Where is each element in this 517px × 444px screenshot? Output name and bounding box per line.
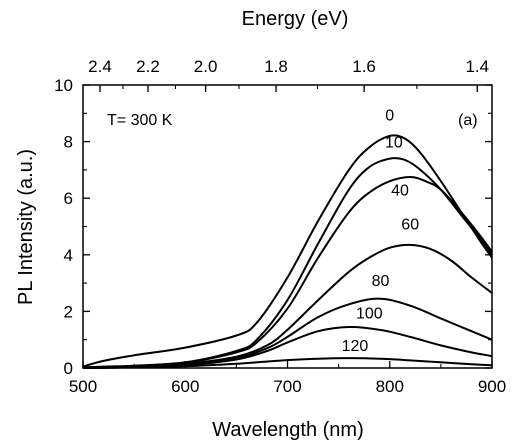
- top-tick-label: 2.0: [194, 57, 218, 76]
- y-tick-label: 8: [64, 133, 73, 152]
- top-tick-label: 1.8: [264, 57, 288, 76]
- y-tick-label: 0: [64, 359, 73, 378]
- series-line-0: [82, 134, 493, 368]
- series-label: 100: [356, 305, 383, 322]
- y-tick-label: 10: [54, 76, 73, 95]
- series-label: 120: [342, 338, 369, 355]
- top-tick-label: 1.6: [352, 57, 376, 76]
- y-tick-label: 4: [64, 246, 73, 265]
- series-label: 10: [385, 134, 403, 151]
- series-label: 60: [401, 216, 419, 233]
- top-tick-label: 1.4: [465, 57, 489, 76]
- top-ticks: 2.4 2.2 2.0 1.8 1.6 1.4: [88, 57, 489, 92]
- y-tick-label: 2: [64, 302, 73, 321]
- x-tick-label: 500: [69, 377, 97, 396]
- series-label: 0: [385, 107, 394, 124]
- temperature-annotation: T= 300 K: [107, 112, 173, 129]
- top-tick-label: 2.2: [136, 57, 160, 76]
- x-tick-label: 600: [171, 377, 199, 396]
- series-line-100: [82, 325, 493, 369]
- series-line-40: [82, 176, 493, 369]
- y-tick-label: 6: [64, 189, 73, 208]
- panel-label: (a): [458, 112, 478, 129]
- x-tick-label: 700: [273, 377, 301, 396]
- top-axis-title: Energy (eV): [242, 8, 349, 30]
- series-line-60: [82, 243, 493, 369]
- series-layer: [82, 134, 493, 369]
- x-tick-label: 900: [478, 377, 506, 396]
- x-axis-title: Wavelength (nm): [212, 419, 364, 441]
- series-line-120: [82, 357, 493, 369]
- y-axis-title: PL Intensity (a.u.): [15, 149, 37, 305]
- y-ticks: 0 2 4 6 8 10: [54, 76, 492, 378]
- x-tick-label: 800: [376, 377, 404, 396]
- series-labels: 0 10 40 60 80 100 120: [342, 107, 420, 355]
- series-label: 40: [391, 182, 409, 199]
- series-label: 80: [372, 273, 390, 290]
- top-tick-label: 2.4: [88, 57, 112, 76]
